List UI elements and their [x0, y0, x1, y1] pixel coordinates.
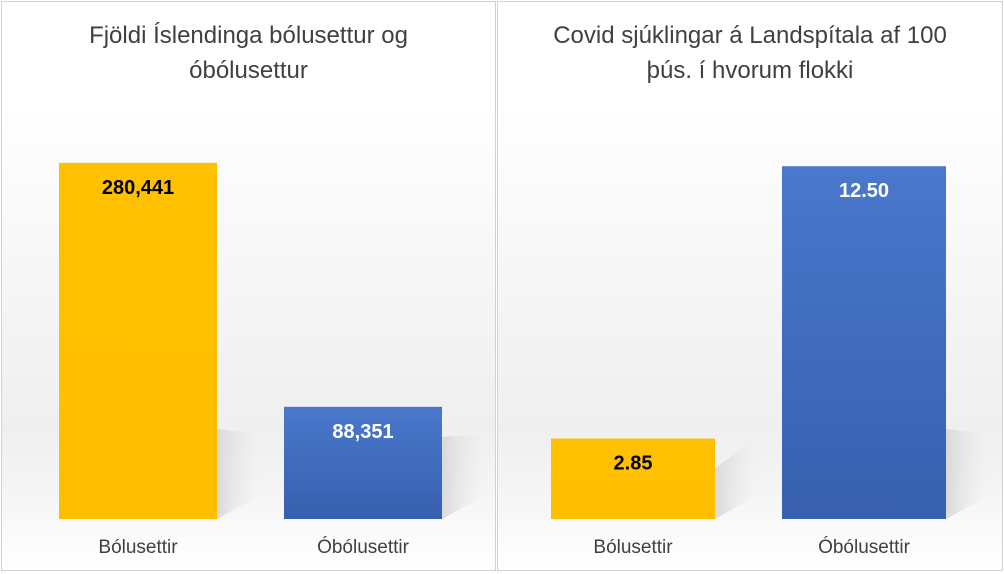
- chart-plot-area: 2.85 Bólusettir 12.50 Óbólusettir: [551, 166, 991, 558]
- x-tick-label: Bólusettir: [98, 537, 178, 558]
- bar-vaccinated: [59, 162, 217, 519]
- chart-plot-area: 280,441 Bólusettir 88,351 Óbólusettir: [59, 162, 487, 558]
- bar-vaccinated: [551, 438, 715, 519]
- bar-shadow: [442, 434, 487, 519]
- bar-shadow: [946, 429, 991, 519]
- chart-panel-hospitalized-rate: Covid sjúklingar á Landspítala af 100 þú…: [497, 1, 1003, 571]
- data-label: 88,351: [332, 421, 393, 443]
- bar-unvaccinated: [284, 406, 442, 519]
- chart-panel-vaccinated-count: Fjöldi Íslendinga bólusettur og óbóluset…: [1, 1, 496, 571]
- data-label: 2.85: [614, 453, 653, 475]
- bar-shadow: [217, 429, 262, 519]
- x-tick-label: Bólusettir: [593, 537, 673, 558]
- chart-title: Covid sjúklingar á Landspítala af 100 þú…: [553, 22, 947, 84]
- x-tick-label: Óbólusettir: [818, 536, 911, 558]
- x-tick-label: Óbólusettir: [317, 536, 410, 558]
- bar-unvaccinated: [782, 166, 946, 519]
- chart-title: Fjöldi Íslendinga bólusettur og óbóluset…: [89, 22, 408, 84]
- data-label: 280,441: [102, 177, 174, 199]
- bar-shadow: [715, 434, 760, 519]
- data-label: 12.50: [839, 180, 889, 202]
